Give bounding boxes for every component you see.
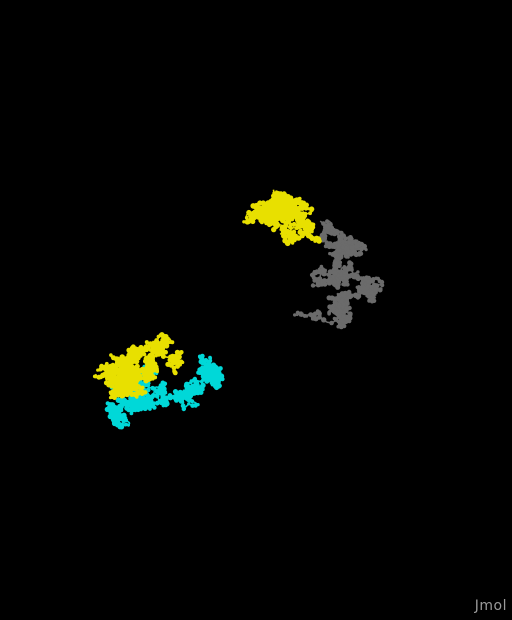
chain-yellow-lower <box>92 332 185 400</box>
chain-gray <box>293 219 385 330</box>
jmol-watermark: Jmol <box>474 598 507 614</box>
chain-yellow-upper <box>242 189 322 247</box>
